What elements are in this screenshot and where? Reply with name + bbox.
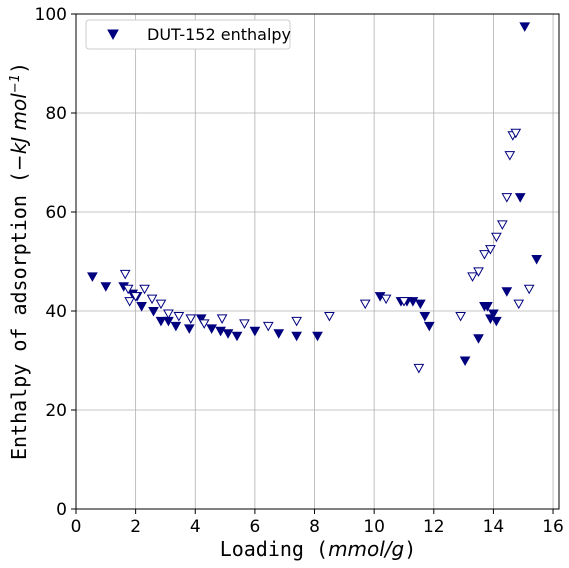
data-point-open [491,232,502,243]
data-point-filled [273,329,285,339]
y-tick-label: 100 [35,5,67,25]
data-point-open [413,363,425,374]
x-tick-label: 2 [130,517,141,537]
data-point-open [163,309,174,319]
x-axis-title-prefix: Loading ( [220,537,328,561]
data-point-open [485,245,496,255]
data-point-filled [195,314,207,324]
data-point-filled [312,331,323,342]
data-point-filled [501,287,513,297]
data-point-open [467,272,478,282]
data-point-open [398,297,410,307]
data-point-filled [206,324,218,334]
data-point-open [496,220,508,230]
data-point-filled [136,302,147,312]
x-tick-label: 14 [483,517,505,537]
data-point-filled [87,272,98,282]
data-point-open [359,299,371,310]
axis-ticks: 0 2 4 6 8 10 12 14 16 0 20 40 60 80 100 [35,5,564,537]
data-point-open [473,267,484,277]
data-point-open [124,297,136,307]
data-point-open [510,128,522,139]
data-point-filled [155,316,167,327]
data-point-open [146,294,158,305]
data-point-filled [170,321,182,332]
data-point-open [324,311,335,322]
y-tick-label: 0 [56,500,67,520]
y-axis-title-unit: −kJ mol [7,93,31,171]
data-point-open [455,311,466,322]
y-axis-title-exponent: −1 [8,74,23,93]
y-axis-title: Enthalpy of adsorption (−kJ mol−1) [7,62,31,460]
x-tick-label: 16 [542,517,564,537]
y-axis-title-prefix: Enthalpy of adsorption ( [7,171,31,460]
data-point-filled [419,311,431,322]
data-point-open [198,319,210,329]
data-point-open [130,292,141,302]
data-points [87,22,542,374]
data-point-filled [415,299,426,310]
data-point-filled [514,193,526,203]
data-point-open [501,193,513,203]
y-tick-label: 20 [45,401,67,421]
x-tick-label: 12 [423,517,445,537]
data-point-filled [291,331,302,342]
data-point-filled [423,321,435,332]
legend-label: DUT-152 enthalpy [147,25,291,44]
x-tick-label: 10 [363,517,385,537]
data-point-filled [491,316,502,327]
y-tick-label: 60 [45,203,67,223]
x-tick-label: 0 [71,517,82,537]
data-point-filled [531,255,542,265]
data-point-open [119,269,131,280]
x-axis-title-suffix: ) [404,537,416,561]
data-point-open [479,250,490,260]
data-point-open [122,284,134,295]
data-point-open [185,314,197,324]
x-axis-title: Loading (mmol/g) [220,537,417,561]
legend-box [85,19,291,50]
data-point-filled [482,302,493,312]
data-point-filled [473,334,484,344]
y-tick-label: 40 [45,302,67,322]
data-point-open [262,321,274,332]
legend: DUT-152 enthalpy [85,19,291,50]
data-point-filled [148,307,159,317]
data-point-filled [488,309,499,319]
legend-marker [107,29,119,41]
data-point-filled [222,329,234,339]
data-point-open [504,151,516,161]
y-tick-label: 80 [45,104,67,124]
x-tick-label: 4 [190,517,201,537]
data-point-open [523,284,535,295]
data-point-open [216,314,228,324]
data-point-filled [249,326,261,337]
data-point-open [239,319,250,329]
data-point-filled [100,282,112,292]
y-axis-title-suffix: ) [7,62,31,74]
data-point-filled [231,331,243,342]
x-tick-label: 8 [309,517,320,537]
data-point-open [380,294,392,305]
data-point-filled [459,356,471,367]
data-point-open [173,311,185,322]
x-axis-title-unit: mmol/g [328,537,404,561]
data-point-filled [183,324,195,334]
x-tick-label: 6 [249,517,260,537]
data-point-filled [519,22,531,32]
plot-frame [75,13,560,510]
data-point-open [139,284,150,295]
data-point-open [513,299,525,310]
data-point-open [291,316,302,327]
data-point-open [155,299,167,310]
